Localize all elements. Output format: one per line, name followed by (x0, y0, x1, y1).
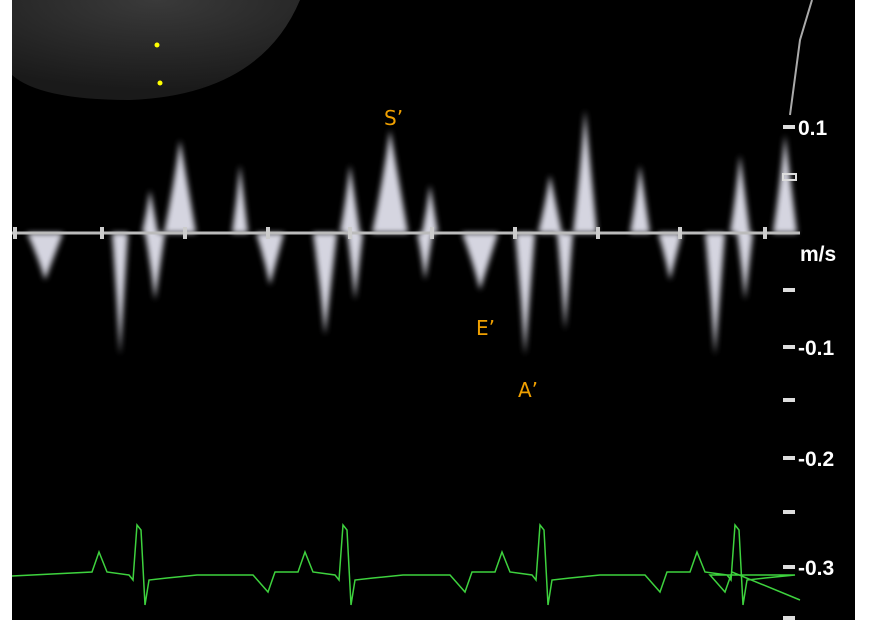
baseline-tick (513, 227, 517, 239)
scale-dash (783, 456, 795, 460)
annotation: S’ (384, 106, 403, 130)
scale-label: 0.1 (798, 117, 828, 140)
baseline-tick (100, 227, 104, 239)
baseline-tick (678, 227, 682, 239)
annotation: A’ (518, 378, 538, 402)
doppler-screen: S’ E’ A’ 0.1 m/s -0.1 -0.2 -0.3 (0, 0, 877, 627)
scale-dash (783, 345, 795, 349)
scale-dash (783, 565, 795, 569)
scale-label: -0.3 (798, 557, 834, 580)
scale-dash (783, 288, 795, 292)
baseline-tick (596, 227, 600, 239)
scale-label: -0.2 (798, 448, 834, 471)
scale-unit: m/s (800, 243, 836, 266)
marker (158, 81, 163, 86)
scale-dash (783, 398, 795, 402)
baseline-tick (266, 227, 270, 239)
baseline-tick (183, 227, 187, 239)
baseline-tick (348, 227, 352, 239)
annotation: E’ (476, 316, 495, 340)
baseline-tick (763, 227, 767, 239)
scale-dash (783, 510, 795, 514)
marker (155, 43, 160, 48)
scale-dash (783, 125, 795, 129)
baseline-tick (13, 227, 17, 239)
baseline-tick (430, 227, 434, 239)
scale-dash (783, 616, 795, 620)
scale-label: -0.1 (798, 337, 835, 360)
